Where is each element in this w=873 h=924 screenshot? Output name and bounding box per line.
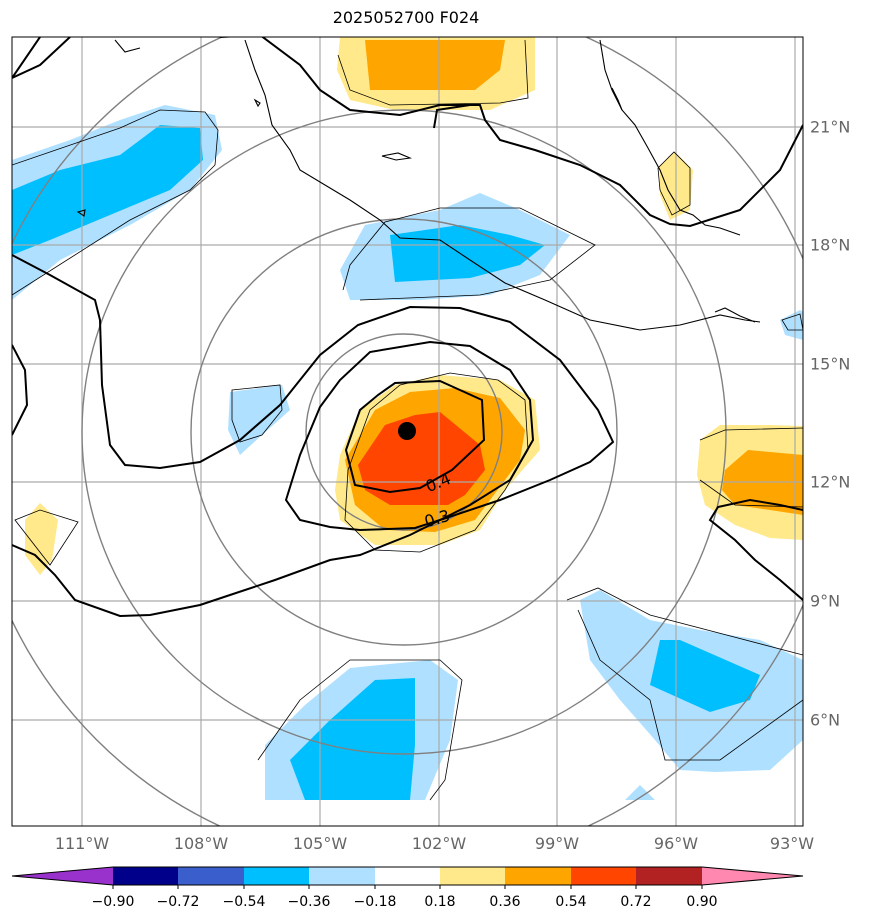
- colorbar-tick-label: −0.72: [156, 894, 200, 910]
- negative-anomaly-fields: [12, 105, 803, 800]
- lon-tick-label: 111°W: [54, 834, 110, 853]
- colorbar-tick-label: 0.72: [620, 894, 652, 910]
- lat-tick-label: 18°N: [810, 235, 851, 255]
- colorbar-tick-label: 0.18: [424, 894, 456, 910]
- range-rings: [12, 37, 803, 826]
- center-marker: [398, 422, 416, 440]
- map-frame: [11, 36, 804, 827]
- colorbar-tick-label: 0.90: [686, 894, 718, 910]
- lon-tick-label: 99°W: [534, 834, 580, 853]
- cyan-area: [12, 125, 203, 255]
- lon-tick-label: 96°W: [653, 834, 699, 853]
- plot-title: 2025052700 F024: [332, 8, 480, 27]
- colorbar-tick-label: −0.90: [91, 894, 135, 910]
- lat-tick-label: 12°N: [810, 472, 851, 492]
- light-blue-area: [625, 785, 655, 800]
- orange-area: [365, 40, 505, 90]
- colorbar-tick-label: −0.54: [222, 894, 266, 910]
- colorbar-extend-low: [12, 867, 113, 885]
- yellow-area: [25, 503, 58, 575]
- lon-tick-label: 102°W: [411, 834, 467, 853]
- colorbar-tick-label: 0.36: [489, 894, 521, 910]
- cyan-area: [290, 678, 415, 800]
- colorbar: [11, 866, 804, 889]
- lon-tick-label: 108°W: [173, 834, 229, 853]
- colorbar-tick-label: −0.36: [287, 894, 331, 910]
- colorbar-extend-high: [702, 867, 803, 885]
- colorbar-tick-label: −0.18: [353, 894, 397, 910]
- lon-tick-label: 105°W: [292, 834, 348, 853]
- lat-tick-label: 15°N: [810, 354, 851, 374]
- lat-tick-label: 6°N: [810, 710, 841, 730]
- lat-tick-label: 21°N: [810, 117, 851, 137]
- lat-tick-label: 9°N: [810, 591, 841, 611]
- cyan-area: [650, 640, 760, 712]
- coastlines: [76, 39, 761, 331]
- lon-tick-label: 93°W: [769, 834, 815, 853]
- gridlines: [12, 37, 803, 826]
- colorbar-tick-label: 0.54: [555, 894, 587, 910]
- contour-lines: [12, 37, 803, 618]
- light-blue-area: [780, 310, 803, 340]
